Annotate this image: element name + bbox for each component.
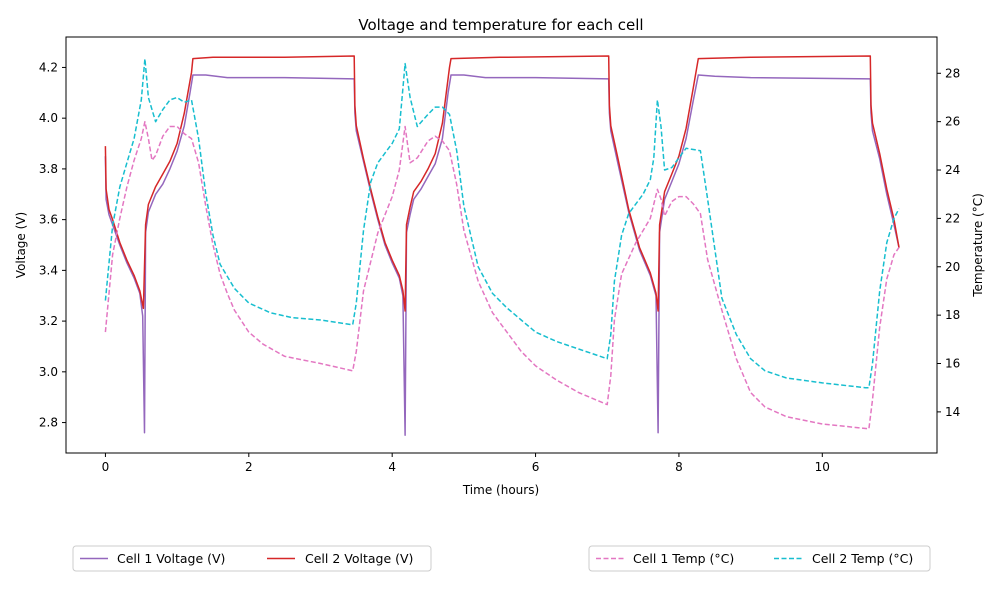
legend-voltage-box: [72, 545, 432, 572]
y-right-tick-label: 16: [945, 357, 960, 371]
series-line-1: [104, 55, 900, 312]
chart-title: Voltage and temperature for each cell: [358, 16, 643, 34]
plot-marks: [104, 55, 900, 436]
legend-temperature-box: [588, 545, 931, 572]
y-left-tick-label: 2.8: [39, 416, 58, 430]
y-left-tick-label: 3.0: [39, 365, 58, 379]
y-right-tick-label: 14: [945, 405, 960, 419]
x-tick-label: 4: [388, 460, 396, 474]
y-left-tick-label: 3.6: [39, 213, 58, 227]
y-right-tick-label: 22: [945, 211, 960, 225]
x-tick-label: 6: [532, 460, 540, 474]
y-right-tick-label: 20: [945, 260, 960, 274]
legend-temperature: Cell 1 Temp (°C) Cell 2 Temp (°C): [588, 545, 931, 572]
x-axis-label: Time (hours): [462, 483, 539, 497]
series-line-0: [104, 74, 900, 436]
y-right-tick-label: 28: [945, 66, 960, 80]
legend-voltage: Cell 1 Voltage (V) Cell 2 Voltage (V): [72, 545, 432, 572]
y-left-tick-label: 3.8: [39, 162, 58, 176]
x-tick-label: 10: [815, 460, 830, 474]
series-line-3: [104, 58, 900, 389]
x-tick-label: 0: [102, 460, 110, 474]
plot-frame: [65, 36, 938, 454]
x-tick-label: 8: [675, 460, 683, 474]
y-axis-left-label: Voltage (V): [14, 212, 28, 278]
series-line-2: [104, 120, 900, 430]
legend-label-cell2-temp: Cell 2 Temp (°C): [812, 551, 913, 566]
y-right-tick-label: 24: [945, 163, 960, 177]
y-left-tick-label: 4.2: [39, 60, 58, 74]
y-left-tick-label: 4.0: [39, 111, 58, 125]
legend-label-cell1-temp: Cell 1 Temp (°C): [633, 551, 734, 566]
legend-label-cell2-voltage: Cell 2 Voltage (V): [305, 551, 413, 566]
x-tick-label: 2: [245, 460, 253, 474]
axis-ticks: 0 2 4 6 8 102.83.03.23.43.63.84.04.2141618202…: [39, 60, 960, 474]
y-left-tick-label: 3.4: [39, 263, 58, 277]
y-axis-right-label: Temperature (°C): [971, 193, 985, 298]
y-right-tick-label: 18: [945, 308, 960, 322]
y-left-tick-label: 3.2: [39, 314, 58, 328]
legend-label-cell1-voltage: Cell 1 Voltage (V): [117, 551, 225, 566]
y-right-tick-label: 26: [945, 115, 960, 129]
